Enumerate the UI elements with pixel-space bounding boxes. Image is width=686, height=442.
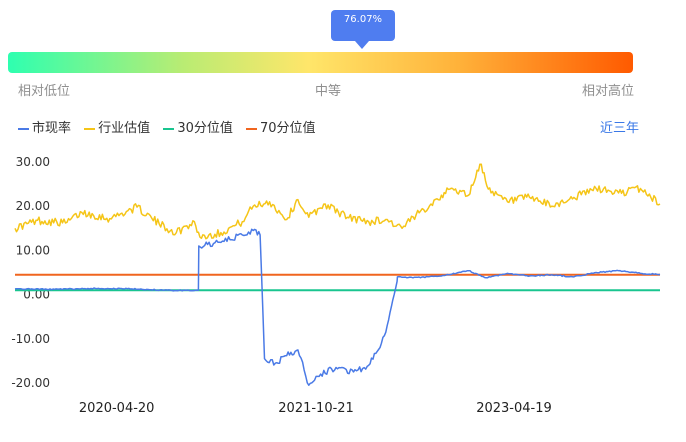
x-tick-label: 2021-10-21 [278, 401, 354, 416]
legend-item-current[interactable]: 市现率 [18, 117, 71, 136]
level-high-label: 相对高位 [582, 84, 635, 99]
x-tick-label: 2020-04-20 [79, 401, 155, 416]
valuation-gradient-bar [8, 52, 633, 73]
y-tick-label: -20.00 [11, 376, 50, 390]
legend-item-industry[interactable]: 行业估值 [84, 117, 150, 136]
legend-swatch [163, 127, 175, 130]
y-tick-label: 30.00 [16, 155, 50, 169]
x-tick-label: 2023-04-19 [476, 401, 552, 416]
legend-item-p30[interactable]: 30分位值 [163, 117, 233, 136]
percentile-tooltip: 76.07% [331, 10, 395, 49]
y-tick-label: 20.00 [16, 199, 50, 213]
legend-label: 70分位值 [260, 121, 316, 136]
level-low-label: 相对低位 [18, 84, 71, 99]
legend-swatch [84, 127, 96, 130]
legend-item-p70[interactable]: 70分位值 [246, 117, 316, 136]
percentile-value: 76.07% [343, 14, 383, 25]
legend-label: 市现率 [32, 121, 72, 136]
level-mid-label: 中等 [315, 84, 342, 99]
y-tick-label: -10.00 [11, 332, 50, 346]
series-line-current [14, 228, 661, 386]
range-selector[interactable]: 近三年 [600, 121, 640, 136]
legend-label: 行业估值 [98, 121, 151, 136]
legend-swatch [246, 127, 257, 130]
chart-legend: 市现率 行业估值 30分位值 70分位值 [18, 117, 325, 136]
legend-label: 30分位值 [177, 121, 233, 136]
series-line-industry [14, 163, 661, 240]
legend-swatch [18, 127, 29, 130]
y-tick-label: 10.00 [16, 243, 50, 257]
